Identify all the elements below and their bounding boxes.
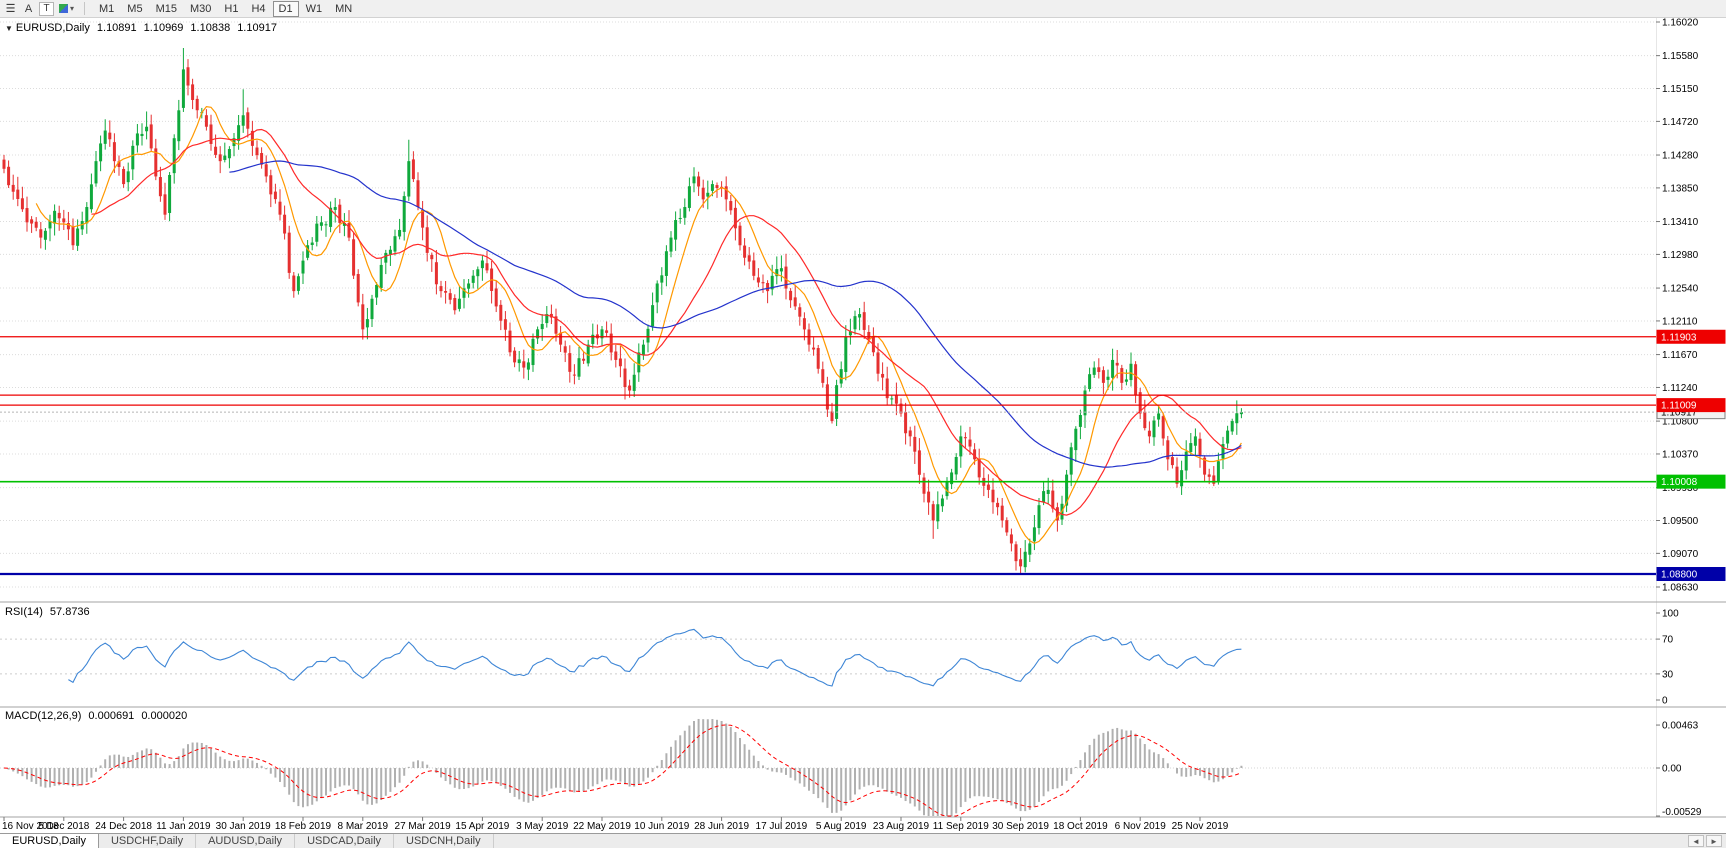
svg-text:10 Jun 2019: 10 Jun 2019 [634,821,689,832]
horizontal-lines-layer [0,336,1656,576]
svg-text:1.09500: 1.09500 [1662,516,1699,527]
svg-text:30 Jan 2019: 30 Jan 2019 [216,821,271,832]
indicator-palette-icon [59,4,68,13]
svg-text:70: 70 [1662,635,1674,646]
timeframe-button-m30[interactable]: M30 [189,2,212,15]
svg-text:3 May 2019: 3 May 2019 [516,821,569,832]
svg-text:1.08630: 1.08630 [1662,583,1699,594]
chart-tab-eurusd[interactable]: EURUSD,Daily [0,834,99,848]
svg-text:18 Feb 2019: 18 Feb 2019 [275,821,332,832]
timeframe-button-w1[interactable]: W1 [305,2,323,15]
timeframe-button-m5[interactable]: M5 [127,2,143,15]
chart-background [0,18,1726,833]
timeframe-buttons: M1 M5 M15 M30 H1 H4 D1 W1 MN [93,0,358,17]
text-tool-button[interactable]: T [39,1,54,16]
svg-text:17 Jul 2019: 17 Jul 2019 [756,821,808,832]
tab-scroll-right-button[interactable]: ► [1706,835,1722,847]
svg-text:15 Apr 2019: 15 Apr 2019 [455,821,509,832]
svg-text:11 Jan 2019: 11 Jan 2019 [156,821,211,832]
svg-text:1.08800: 1.08800 [1661,570,1698,581]
price-tags: 1.10917 1.11903 1.11009 1.10008 1.08800 [1656,329,1726,582]
toolbar-separator [84,2,86,15]
charts-list-icon[interactable]: ☰ [5,3,16,15]
svg-text:1.11240: 1.11240 [1662,383,1698,394]
arrow-tool-button[interactable]: A [24,2,33,15]
svg-text:1.16020: 1.16020 [1662,18,1699,29]
svg-text:5 Dec 2018: 5 Dec 2018 [38,821,90,832]
macd-histogram [7,718,1243,816]
svg-text:30: 30 [1662,669,1674,680]
chart-tab-usdchf[interactable]: USDCHF,Daily [98,834,197,848]
timeframe-button-h4[interactable]: H4 [251,2,266,15]
timeframe-button-mn[interactable]: MN [335,2,353,15]
svg-text:27 Mar 2019: 27 Mar 2019 [395,821,452,832]
indicators-button[interactable]: ▾ [57,1,76,16]
svg-text:22 May 2019: 22 May 2019 [573,821,631,832]
svg-text:1.11903: 1.11903 [1661,332,1697,343]
svg-text:6 Nov 2019: 6 Nov 2019 [1115,821,1167,832]
tab-scroll-left-button[interactable]: ◄ [1688,835,1704,847]
candles-layer [2,47,1243,575]
chart-tab-usdcad[interactable]: USDCAD,Daily [295,834,395,848]
svg-text:1.12110: 1.12110 [1662,316,1698,327]
svg-text:1.10800: 1.10800 [1662,417,1699,428]
svg-text:1.14720: 1.14720 [1662,117,1699,128]
main-toolbar: ☰ A T ▾ M1 M5 M15 M30 H1 H4 D1 W1 MN [0,0,1726,18]
svg-text:18 Oct 2019: 18 Oct 2019 [1053,821,1108,832]
moving-average-lines [35,105,1242,544]
svg-text:28 Jun 2019: 28 Jun 2019 [694,821,749,832]
svg-text:1.13410: 1.13410 [1662,217,1699,228]
svg-text:24 Dec 2018: 24 Dec 2018 [95,821,152,832]
svg-text:1.12980: 1.12980 [1662,250,1699,261]
svg-text:1.15150: 1.15150 [1662,84,1699,95]
svg-text:0: 0 [1662,696,1668,707]
svg-text:1.13850: 1.13850 [1662,183,1699,194]
tab-scroll-arrows: ◄ ► [1688,834,1726,848]
svg-text:1.10008: 1.10008 [1661,477,1698,488]
svg-text:1.12540: 1.12540 [1662,284,1699,295]
svg-text:-0.00529: -0.00529 [1662,807,1702,818]
svg-text:1.09070: 1.09070 [1662,549,1699,560]
svg-text:25 Nov 2019: 25 Nov 2019 [1172,821,1229,832]
svg-text:5 Aug 2019: 5 Aug 2019 [816,821,867,832]
svg-text:1.14280: 1.14280 [1662,151,1699,162]
svg-text:1.15580: 1.15580 [1662,51,1699,62]
chart-tab-bar: EURUSD,Daily USDCHF,Daily AUDUSD,Daily USDC… [0,833,1726,848]
svg-text:8 Mar 2019: 8 Mar 2019 [338,821,389,832]
one-click-trading-arrow-icon[interactable]: ▼ [5,24,13,33]
macd-signal-line [3,724,1242,817]
svg-text:1.11009: 1.11009 [1661,401,1697,412]
svg-text:16 Nov 2018: 16 Nov 2018 [2,821,59,832]
svg-text:0.00463: 0.00463 [1662,721,1699,732]
svg-text:100: 100 [1662,609,1679,620]
svg-text:0.00: 0.00 [1662,764,1682,775]
chart-tab-audusd[interactable]: AUDUSD,Daily [196,834,296,848]
rsi-axis: 100 70 30 0 [0,609,1679,707]
svg-text:1.11670: 1.11670 [1662,350,1698,361]
timeframe-button-d1[interactable]: D1 [272,0,299,17]
timeframe-button-h1[interactable]: H1 [224,2,239,15]
svg-text:30 Sep 2019: 30 Sep 2019 [992,821,1049,832]
chart-tab-usdcnh[interactable]: USDCNH,Daily [394,834,494,848]
macd-axis: 0.00463 0.00 -0.00529 [1656,721,1702,818]
svg-text:1.10370: 1.10370 [1662,449,1699,460]
rsi-line [68,628,1242,687]
timeframe-button-m15[interactable]: M15 [155,2,177,15]
svg-text:23 Aug 2019: 23 Aug 2019 [873,821,930,832]
chart-tabs: EURUSD,Daily USDCHF,Daily AUDUSD,Daily USDC… [0,834,494,848]
chevron-down-icon: ▾ [70,4,75,13]
svg-text:1.10917: 1.10917 [1661,408,1698,419]
timeframe-button-m1[interactable]: M1 [99,2,115,15]
svg-text:11 Sep 2019: 11 Sep 2019 [933,821,989,832]
